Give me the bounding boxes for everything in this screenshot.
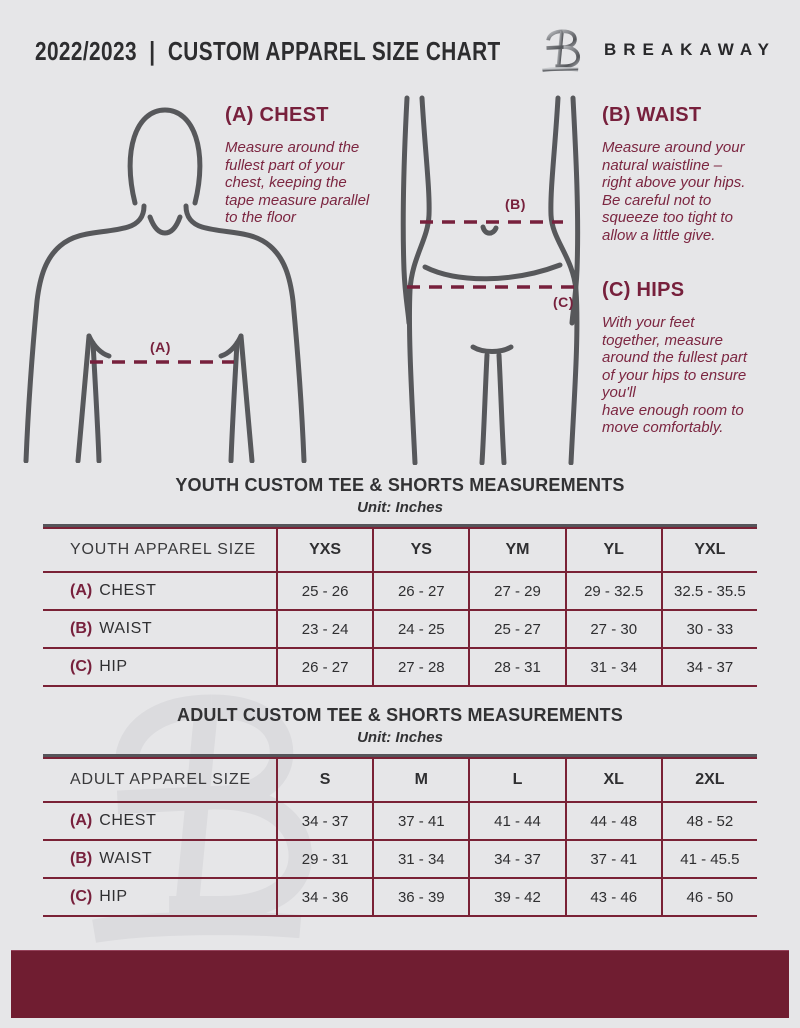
size-cell: 34 - 37 bbox=[468, 839, 565, 877]
adult-size-col-header: XL bbox=[564, 759, 661, 801]
size-cell: 26 - 27 bbox=[276, 647, 373, 685]
upper-body-figure bbox=[23, 107, 307, 463]
row-prefix: (C) bbox=[70, 888, 93, 905]
chest-guide-block: (A) CHEST Measure around the fullest par… bbox=[225, 104, 420, 227]
hips-guide-text: With your feet together, measure around … bbox=[602, 314, 748, 436]
size-cell: 34 - 37 bbox=[660, 647, 757, 685]
youth-section-unit: Unit: Inches bbox=[357, 499, 443, 516]
size-cell: 46 - 50 bbox=[660, 877, 757, 915]
row-name: CHEST bbox=[99, 812, 157, 829]
size-cell: 48 - 52 bbox=[660, 801, 757, 839]
size-cell: 41 - 44 bbox=[468, 801, 565, 839]
adult-section-unit: Unit: Inches bbox=[357, 729, 443, 746]
size-cell: 26 - 27 bbox=[372, 571, 469, 609]
row-name: CHEST bbox=[99, 582, 157, 599]
hips-guide-block: (C) HIPS With your feet together, measur… bbox=[602, 279, 797, 437]
size-cell: 25 - 27 bbox=[468, 609, 565, 647]
waist-guide-text: Measure around your natural waistline – … bbox=[602, 139, 746, 244]
row-prefix: (B) bbox=[70, 850, 93, 867]
size-cell: 43 - 46 bbox=[564, 877, 661, 915]
size-cell: 31 - 34 bbox=[564, 647, 661, 685]
size-cell: 25 - 26 bbox=[276, 571, 373, 609]
brand-name: BREAKAWAY bbox=[604, 40, 776, 59]
row-prefix: (B) bbox=[70, 620, 93, 637]
size-cell: 27 - 29 bbox=[468, 571, 565, 609]
youth-size-col-header: YS bbox=[372, 529, 468, 571]
youth-size-col-header: YM bbox=[468, 529, 564, 571]
size-cell: 31 - 34 bbox=[372, 839, 469, 877]
youth-table-corner-header: YOUTH APPAREL SIZE bbox=[70, 541, 257, 558]
adult-size-col-header: L bbox=[468, 759, 564, 801]
row-name: WAIST bbox=[99, 850, 153, 867]
size-cell: 29 - 31 bbox=[276, 839, 373, 877]
row-prefix: (A) bbox=[70, 812, 93, 829]
size-cell: 27 - 28 bbox=[372, 647, 469, 685]
hips-guide-heading: (C) HIPS bbox=[602, 279, 685, 301]
breakaway-b-monogram-icon bbox=[542, 29, 581, 73]
size-cell: 29 - 32.5 bbox=[564, 571, 661, 609]
brand-lockup: BREAKAWAY bbox=[540, 24, 776, 76]
size-cell: 37 - 41 bbox=[372, 801, 469, 839]
row-prefix: (C) bbox=[70, 658, 93, 675]
youth-hip-row-label: (C) HIP bbox=[43, 647, 276, 685]
size-cell: 30 - 33 bbox=[660, 609, 757, 647]
adult-size-col-header: M bbox=[372, 759, 468, 801]
row-prefix: (A) bbox=[70, 582, 93, 599]
waist-marker-label: (B) bbox=[505, 196, 526, 212]
row-name: WAIST bbox=[99, 620, 153, 637]
size-cell: 34 - 36 bbox=[276, 877, 373, 915]
youth-section-title: YOUTH CUSTOM TEE & SHORTS MEASUREMENTS bbox=[175, 475, 625, 495]
lower-body-figure bbox=[400, 95, 582, 465]
waist-guide-block: (B) WAIST Measure around your natural wa… bbox=[602, 104, 797, 244]
size-cell: 34 - 37 bbox=[276, 801, 373, 839]
chest-marker-label: (A) bbox=[150, 339, 171, 355]
waist-guide-heading: (B) WAIST bbox=[602, 104, 702, 126]
size-cell: 36 - 39 bbox=[372, 877, 469, 915]
adult-table-corner-header: ADULT APPAREL SIZE bbox=[70, 771, 251, 788]
page-title: 2022/2023 | CUSTOM APPAREL SIZE CHART bbox=[35, 36, 501, 66]
size-cell: 23 - 24 bbox=[276, 609, 373, 647]
adult-hip-row-label: (C) HIP bbox=[43, 877, 276, 915]
size-cell: 41 - 45.5 bbox=[660, 839, 757, 877]
size-cell: 27 - 30 bbox=[564, 609, 661, 647]
youth-size-col-header: YXL bbox=[660, 529, 757, 571]
size-cell: 32.5 - 35.5 bbox=[660, 571, 757, 609]
size-cell: 24 - 25 bbox=[372, 609, 469, 647]
adult-size-col-header: 2XL bbox=[660, 759, 757, 801]
adult-size-col-header: S bbox=[276, 759, 372, 801]
size-cell: 28 - 31 bbox=[468, 647, 565, 685]
adult-chest-row-label: (A) CHEST bbox=[43, 801, 276, 839]
youth-chest-row-label: (A) CHEST bbox=[43, 571, 276, 609]
adult-size-table: ADULT APPAREL SIZE S M L XL 2XL (A) CHES… bbox=[43, 757, 757, 917]
row-name: HIP bbox=[99, 888, 128, 905]
youth-size-col-header: YL bbox=[564, 529, 661, 571]
adult-waist-row-label: (B) WAIST bbox=[43, 839, 276, 877]
adult-section-title: ADULT CUSTOM TEE & SHORTS MEASUREMENTS bbox=[177, 705, 623, 725]
chest-guide-text: Measure around the fullest part of your … bbox=[225, 139, 370, 226]
youth-size-col-header: YXS bbox=[276, 529, 372, 571]
youth-waist-row-label: (B) WAIST bbox=[43, 609, 276, 647]
youth-size-table: YOUTH APPAREL SIZE YXS YS YM YL YXL (A) … bbox=[43, 527, 757, 687]
row-name: HIP bbox=[99, 658, 128, 675]
chest-guide-heading: (A) CHEST bbox=[225, 104, 329, 126]
size-cell: 44 - 48 bbox=[564, 801, 661, 839]
hips-marker-label: (C) bbox=[553, 294, 574, 310]
size-cell: 39 - 42 bbox=[468, 877, 565, 915]
footer-accent-bar bbox=[11, 950, 789, 1018]
size-cell: 37 - 41 bbox=[564, 839, 661, 877]
